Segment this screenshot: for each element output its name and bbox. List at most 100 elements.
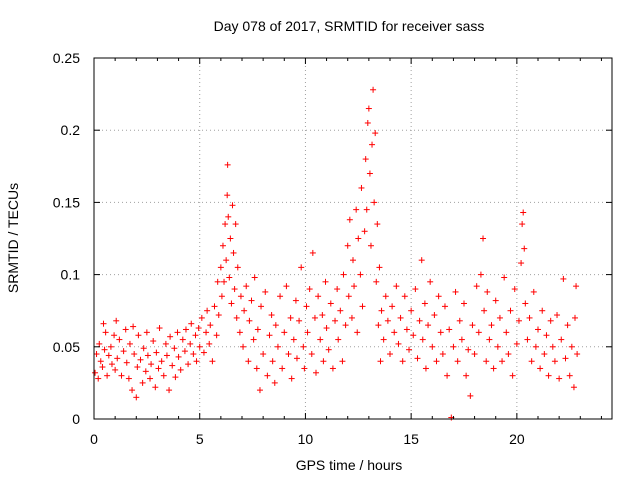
data-point	[477, 271, 484, 278]
data-point	[319, 312, 326, 319]
data-point	[437, 329, 444, 336]
data-point	[490, 365, 497, 372]
data-point	[298, 264, 305, 271]
data-point	[234, 264, 241, 271]
data-point	[100, 320, 107, 327]
data-point	[469, 322, 476, 329]
data-point	[95, 375, 102, 382]
data-point	[408, 307, 415, 314]
data-point	[351, 283, 358, 290]
data-point	[256, 387, 263, 394]
data-point	[188, 320, 195, 327]
data-point	[230, 249, 237, 256]
y-tick-label: 0.05	[53, 339, 80, 355]
data-point	[572, 314, 578, 321]
data-point	[507, 307, 514, 314]
data-point	[285, 351, 292, 358]
data-point	[357, 271, 364, 278]
data-point	[419, 336, 426, 343]
data-point	[519, 221, 526, 228]
data-point	[102, 329, 109, 336]
data-point	[135, 332, 142, 339]
data-point	[535, 326, 541, 333]
data-point	[129, 387, 136, 394]
data-point	[370, 86, 377, 93]
data-point	[131, 351, 138, 358]
data-point	[226, 274, 233, 281]
y-tick-label: 0.2	[61, 122, 81, 138]
data-point	[315, 293, 322, 300]
data-point	[171, 345, 178, 352]
data-point	[271, 379, 278, 386]
data-point	[99, 364, 106, 371]
data-point	[456, 317, 463, 324]
data-point	[172, 374, 179, 381]
data-point	[410, 332, 417, 339]
data-point	[218, 293, 225, 300]
data-point	[558, 336, 565, 343]
data-point	[369, 141, 376, 148]
data-point	[169, 362, 176, 369]
data-point	[562, 355, 569, 362]
data-point	[391, 329, 398, 336]
data-point	[232, 221, 239, 228]
data-point	[248, 297, 255, 304]
data-point	[382, 293, 389, 300]
data-point	[281, 329, 288, 336]
data-point	[317, 336, 324, 343]
data-point	[130, 323, 137, 330]
data-point	[134, 364, 141, 371]
data-point	[120, 348, 127, 355]
data-point	[520, 209, 527, 216]
data-point	[471, 351, 478, 358]
data-point	[513, 340, 520, 347]
x-tick-label: 0	[90, 431, 98, 447]
data-point	[323, 325, 330, 332]
data-point	[283, 283, 290, 290]
data-point	[150, 338, 157, 345]
data-point	[340, 271, 347, 278]
data-point	[452, 288, 459, 295]
data-point	[279, 365, 286, 372]
data-point	[300, 343, 307, 350]
data-point	[311, 314, 318, 321]
data-point	[499, 358, 506, 365]
data-point	[568, 343, 575, 350]
data-point	[162, 340, 169, 347]
data-point	[473, 283, 480, 290]
data-point	[501, 274, 508, 281]
data-point	[414, 355, 421, 362]
data-point	[153, 349, 160, 356]
data-point	[185, 361, 192, 368]
data-point	[148, 361, 155, 368]
data-point	[367, 242, 374, 249]
data-point	[222, 221, 229, 228]
data-point	[206, 340, 213, 347]
data-point	[214, 278, 221, 285]
data-point	[96, 340, 103, 347]
data-point	[200, 349, 207, 356]
data-point	[384, 317, 391, 324]
data-point	[207, 322, 214, 329]
data-point	[156, 325, 163, 332]
data-point	[97, 358, 104, 365]
data-point	[574, 351, 581, 358]
data-point	[551, 358, 558, 365]
data-point	[211, 303, 218, 310]
data-point	[236, 329, 243, 336]
data-point	[264, 372, 271, 379]
data-point	[345, 293, 352, 300]
data-point	[187, 340, 194, 347]
data-point	[373, 278, 380, 285]
data-point	[192, 332, 199, 339]
data-point	[427, 278, 434, 285]
data-point	[325, 346, 332, 353]
data-point	[229, 202, 236, 209]
data-point	[403, 326, 410, 333]
data-point	[444, 372, 451, 379]
data-point	[454, 358, 461, 365]
y-tick-label: 0	[72, 411, 80, 427]
data-point	[219, 242, 226, 249]
data-point	[177, 366, 184, 373]
